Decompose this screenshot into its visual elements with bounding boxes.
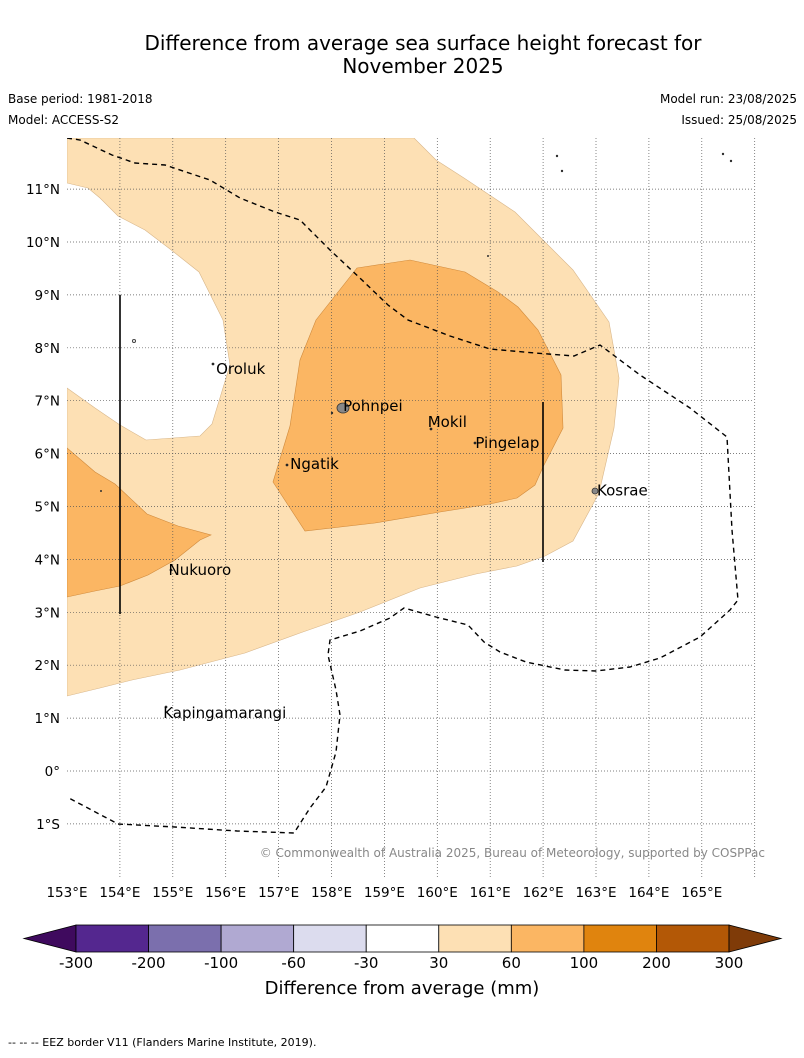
lon-tick-label: 159°E xyxy=(364,885,405,901)
lat-tick-label: 4°N xyxy=(35,552,60,568)
lat-tick-label: 1°S xyxy=(36,817,60,833)
place-label-kapingamarangi: Kapingamarangi xyxy=(163,704,286,722)
lat-tick-label: 10°N xyxy=(26,235,60,251)
colorbar-tick-label: -30 xyxy=(354,954,379,972)
longitude-labels: 153°E 154°E 155°E 156°E 157°E 158°E 159°E 160°E… xyxy=(46,885,722,901)
lat-tick-label: 7°N xyxy=(35,394,60,410)
place-label-pohnpei: Pohnpei xyxy=(343,397,403,415)
lat-tick-label: 0° xyxy=(45,764,60,780)
lon-tick-label: 164°E xyxy=(628,885,669,901)
graticule xyxy=(67,138,756,878)
title-line-2: November 2025 xyxy=(342,54,504,78)
colorbar: -300 -200 -100 -60 -30 30 60 100 200 300 xyxy=(22,924,783,972)
lon-tick-label: 154°E xyxy=(99,885,140,901)
lat-tick-label: 3°N xyxy=(35,605,60,621)
colorbar-segment xyxy=(365,924,440,953)
colorbar-tick-label: 200 xyxy=(642,954,671,972)
colorbar-segment xyxy=(293,924,367,953)
sea-level-map: Oroluk Pohnpei Mokil Pingelap Ngatik Kosrae Nu… xyxy=(22,138,783,972)
place-labels: Oroluk Pohnpei Mokil Pingelap Ngatik Kosrae Nu… xyxy=(163,360,647,722)
lat-tick-label: 9°N xyxy=(35,288,60,304)
issued-date: Issued: 25/08/2025 xyxy=(681,113,797,127)
lon-tick-label: 163°E xyxy=(575,885,616,901)
colorbar-tick-label: -200 xyxy=(132,954,166,972)
title-line-1: Difference from average sea surface heig… xyxy=(144,31,702,55)
colorbar-segment xyxy=(220,924,295,953)
colorbar-tick-label: 30 xyxy=(429,954,448,972)
base-period: Base period: 1981-2018 xyxy=(8,92,153,106)
lon-tick-label: 158°E xyxy=(311,885,352,901)
colorbar-tick-label: 300 xyxy=(715,954,744,972)
islands xyxy=(100,152,733,709)
model-name: Model: ACCESS-S2 xyxy=(8,113,120,127)
pohnpei-island xyxy=(336,402,350,414)
colorbar-segment xyxy=(75,924,149,953)
colorbar-tick-label: 60 xyxy=(502,954,521,972)
colorbar-min-arrow xyxy=(22,924,77,953)
colorbar-segment xyxy=(438,924,512,953)
lat-tick-label: 8°N xyxy=(35,341,60,357)
lat-tick-label: 5°N xyxy=(35,500,60,516)
place-label-oroluk: Oroluk xyxy=(216,360,265,378)
lat-tick-label: 2°N xyxy=(35,658,60,674)
colorbar-segment xyxy=(510,924,585,953)
place-label-mokil: Mokil xyxy=(428,413,467,431)
colorbar-segment xyxy=(583,924,657,953)
copyright-notice: © Commonwealth of Australia 2025, Bureau… xyxy=(260,846,765,860)
model-run: Model run: 23/08/2025 xyxy=(659,92,797,106)
lon-tick-label: 155°E xyxy=(152,885,193,901)
place-label-kosrae: Kosrae xyxy=(597,482,648,500)
lon-tick-label: 153°E xyxy=(46,885,87,901)
lon-tick-label: 156°E xyxy=(205,885,246,901)
lon-tick-label: 161°E xyxy=(470,885,511,901)
eez-footnote: -- -- -- EEZ border V11 (Flanders Marine… xyxy=(8,1036,317,1049)
lat-tick-label: 11°N xyxy=(26,182,60,198)
lat-tick-label: 6°N xyxy=(35,447,60,463)
colorbar-segment xyxy=(656,924,730,953)
colorbar-title: Difference from average (mm) xyxy=(264,978,540,999)
colorbar-max-arrow xyxy=(728,924,783,953)
region-boundaries xyxy=(119,295,544,614)
latitude-labels: 11°N 10°N 9°N 8°N 7°N 6°N 5°N 4°N 3°N 2°N 1°N 0° 1°S xyxy=(26,182,60,833)
colorbar-tick-label: -100 xyxy=(204,954,238,972)
place-label-nukuoro: Nukuoro xyxy=(169,561,232,579)
lon-tick-label: 157°E xyxy=(258,885,299,901)
place-label-pingelap: Pingelap xyxy=(475,434,539,452)
place-label-ngatik: Ngatik xyxy=(290,455,339,473)
colorbar-tick-label: -60 xyxy=(281,954,306,972)
map-title: Difference from average sea surface heig… xyxy=(0,32,804,78)
lon-tick-label: 160°E xyxy=(417,885,458,901)
colorbar-tick-label: -300 xyxy=(59,954,93,972)
lon-tick-label: 162°E xyxy=(523,885,564,901)
colorbar-tick-label: 100 xyxy=(570,954,599,972)
kosrae-island xyxy=(591,487,599,495)
colorbar-segment xyxy=(148,924,222,953)
lat-tick-label: 1°N xyxy=(35,711,60,727)
lon-tick-label: 165°E xyxy=(681,885,722,901)
